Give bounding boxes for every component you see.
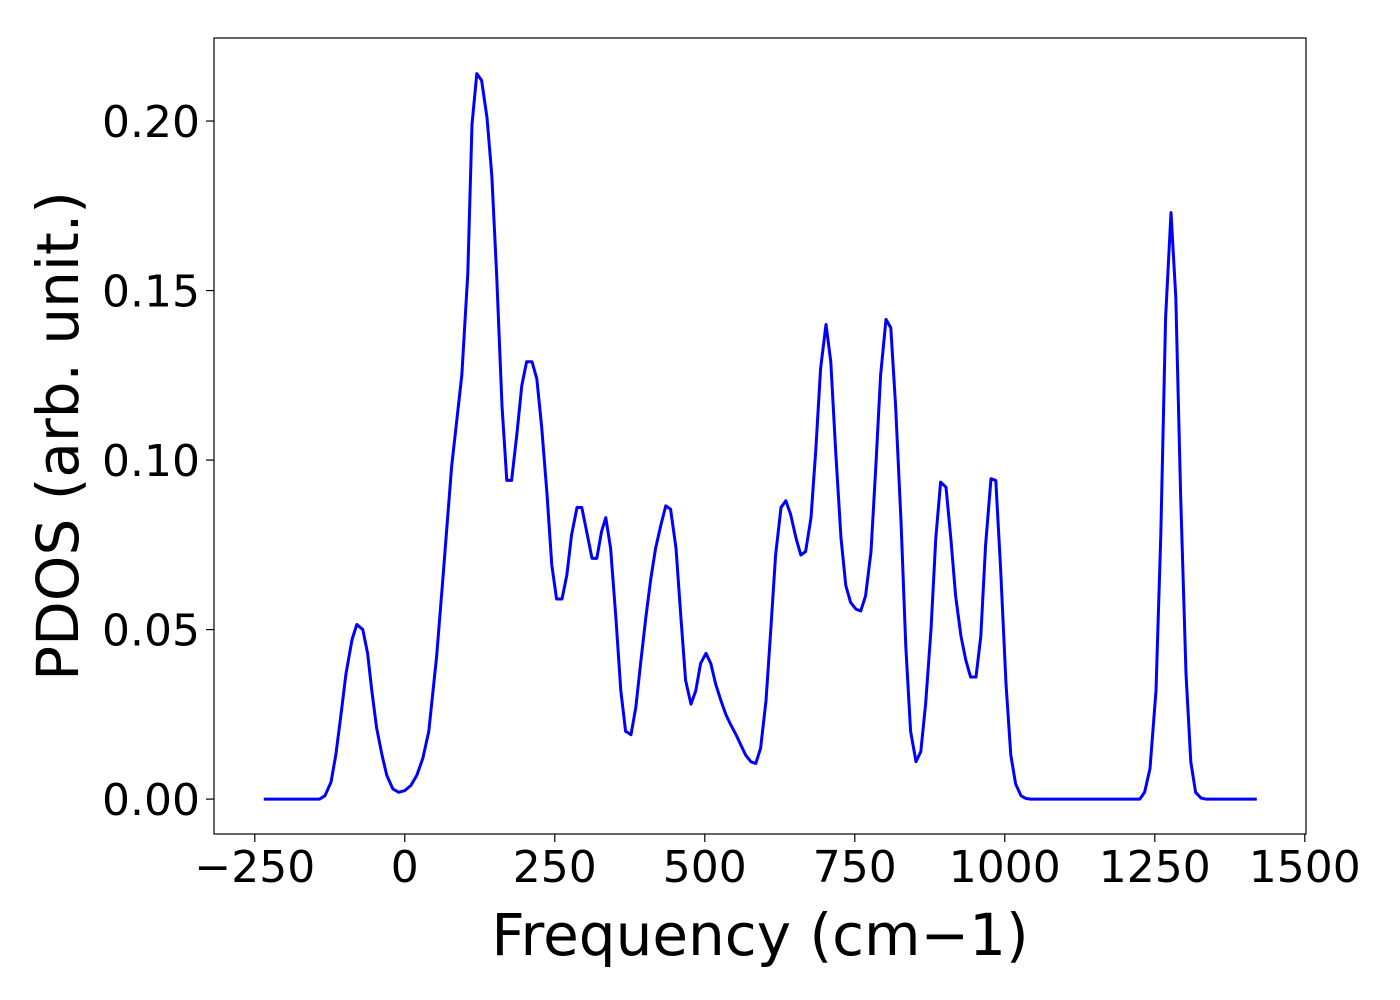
x-tick-label: 500 <box>663 842 747 893</box>
y-tick-label: 0.15 <box>102 267 200 318</box>
y-tick-label: 0.00 <box>102 775 200 826</box>
y-axis-label: PDOS (arb. unit.) <box>24 191 92 681</box>
x-tick-label: 1500 <box>1249 842 1361 893</box>
x-tick-label: 0 <box>391 842 419 893</box>
x-tick-label: 250 <box>513 842 597 893</box>
y-tick-label: 0.05 <box>102 606 200 657</box>
x-tick-label: 1000 <box>949 842 1061 893</box>
x-tick-label: −250 <box>194 842 315 893</box>
x-tick-label: 1250 <box>1099 842 1211 893</box>
y-tick-label: 0.20 <box>102 97 200 148</box>
y-tick-label: 0.10 <box>102 436 200 487</box>
plot-frame <box>213 37 1307 835</box>
x-tick-label: 750 <box>813 842 897 893</box>
pdos-line <box>263 72 1257 801</box>
x-axis-label: Frequency (cm−1) <box>491 901 1028 969</box>
